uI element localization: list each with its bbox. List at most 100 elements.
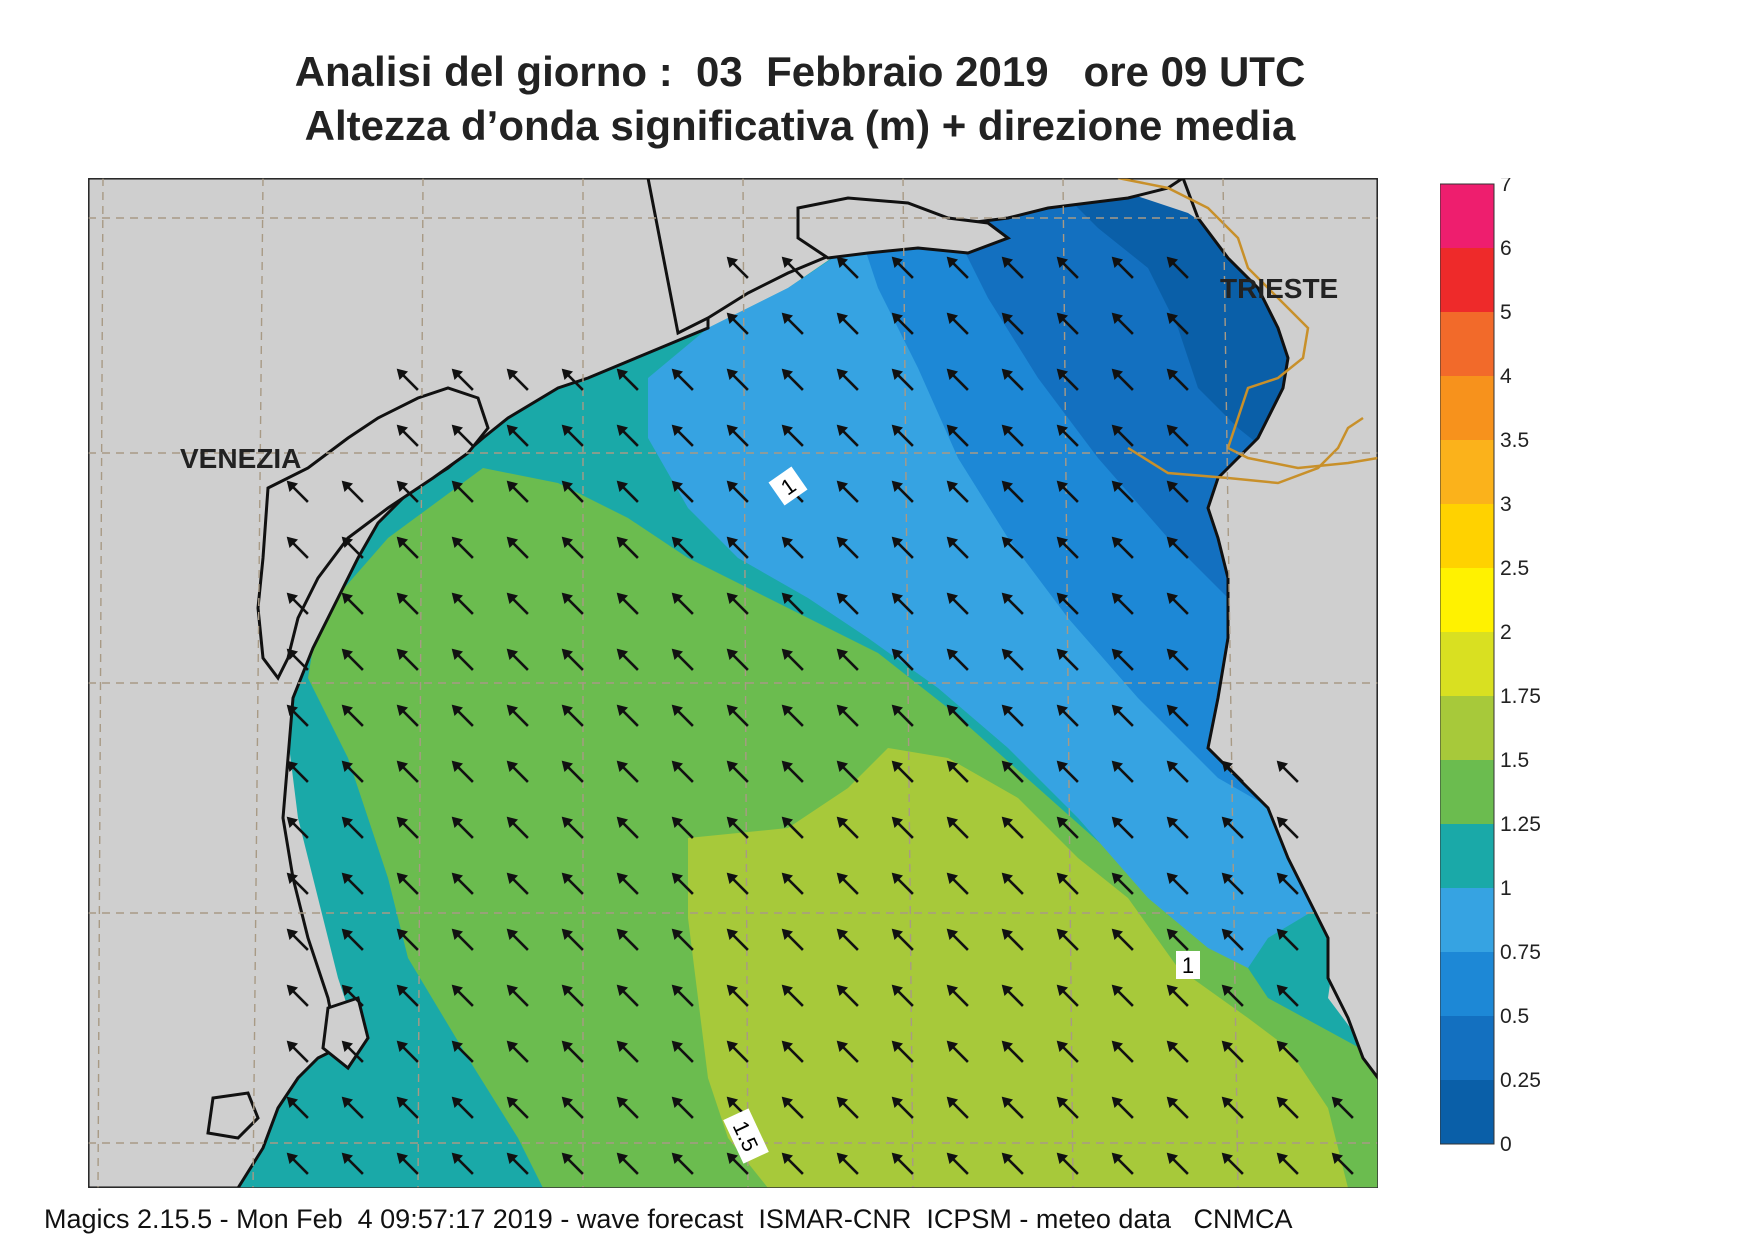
- wave-arrow: [561, 368, 584, 391]
- wave-arrow: [616, 480, 639, 503]
- wave-arrow: [1056, 1152, 1079, 1175]
- wave-direction-arrows: [286, 256, 1354, 1175]
- wave-arrow: [341, 1152, 364, 1175]
- wave-arrow: [1111, 592, 1134, 615]
- wave-arrow: [781, 1152, 804, 1175]
- wave-arrow: [781, 1040, 804, 1063]
- wave-arrow: [451, 1152, 474, 1175]
- wave-arrow: [671, 1040, 694, 1063]
- wave-arrow: [1276, 928, 1299, 951]
- wave-arrow: [286, 1096, 309, 1119]
- wave-arrow: [1221, 1152, 1244, 1175]
- wave-arrow: [286, 760, 309, 783]
- wave-arrow: [506, 536, 529, 559]
- wave-arrow: [726, 872, 749, 895]
- wave-arrow: [451, 536, 474, 559]
- wave-arrow: [561, 704, 584, 727]
- wave-arrow: [1001, 1096, 1024, 1119]
- wave-arrow: [1276, 984, 1299, 1007]
- wave-arrow: [561, 872, 584, 895]
- wave-arrow: [1056, 704, 1079, 727]
- wave-arrow: [506, 480, 529, 503]
- wave-arrow: [946, 368, 969, 391]
- sea-band-0-0.25: [1068, 193, 1328, 478]
- wave-arrow: [781, 704, 804, 727]
- wave-arrow: [451, 984, 474, 1007]
- wave-arrow: [506, 648, 529, 671]
- wave-arrow: [726, 760, 749, 783]
- svg-text:1: 1: [1182, 953, 1194, 978]
- wave-arrow: [671, 368, 694, 391]
- wave-arrow: [891, 704, 914, 727]
- wave-arrow: [1001, 760, 1024, 783]
- wave-arrow: [341, 1040, 364, 1063]
- wave-arrow: [1166, 928, 1189, 951]
- legend-swatch: [1440, 568, 1494, 632]
- wave-arrow: [1166, 648, 1189, 671]
- wave-arrow: [671, 1152, 694, 1175]
- wave-arrow: [506, 704, 529, 727]
- wave-arrow: [1056, 984, 1079, 1007]
- po-delta-island: [321, 996, 370, 1071]
- wave-arrow: [1111, 872, 1134, 895]
- wave-arrow: [341, 760, 364, 783]
- wave-arrow: [341, 984, 364, 1007]
- wave-arrow: [396, 704, 419, 727]
- wave-arrow: [1001, 368, 1024, 391]
- wave-arrow: [1166, 1152, 1189, 1175]
- map-grid: [88, 178, 1378, 1188]
- wave-arrow: [451, 760, 474, 783]
- wave-arrow: [1166, 760, 1189, 783]
- wave-arrow: [341, 1096, 364, 1119]
- wave-arrow: [506, 816, 529, 839]
- wave-arrow: [891, 312, 914, 335]
- wave-arrow: [1111, 1152, 1134, 1175]
- wave-arrow: [726, 816, 749, 839]
- wave-arrow: [561, 1096, 584, 1119]
- legend-tick-label: 1: [1500, 877, 1512, 900]
- wave-arrow: [836, 312, 859, 335]
- wave-arrow: [506, 760, 529, 783]
- legend-swatch: [1440, 184, 1494, 248]
- wave-arrow: [1001, 1040, 1024, 1063]
- istria-coast-land: [1181, 178, 1378, 1081]
- wave-arrow: [1221, 816, 1244, 839]
- wave-arrow: [1056, 928, 1079, 951]
- wave-arrow: [506, 872, 529, 895]
- wave-arrow: [781, 872, 804, 895]
- wave-arrow: [1276, 1152, 1299, 1175]
- wave-arrow: [1001, 984, 1024, 1007]
- wave-arrow: [946, 984, 969, 1007]
- wave-arrow: [451, 648, 474, 671]
- wave-arrow: [1166, 1040, 1189, 1063]
- wave-arrow: [451, 928, 474, 951]
- wave-arrow: [946, 760, 969, 783]
- wave-arrow: [616, 592, 639, 615]
- legend-swatch: [1440, 248, 1494, 312]
- legend-swatch: [1440, 504, 1494, 568]
- legend-swatch: [1440, 1016, 1494, 1080]
- wave-arrow: [836, 256, 859, 279]
- wave-arrow: [286, 928, 309, 951]
- wave-arrow: [781, 256, 804, 279]
- legend-tick-label: 4: [1500, 365, 1512, 388]
- wave-arrow: [891, 760, 914, 783]
- wave-arrow: [726, 592, 749, 615]
- wave-arrow: [1166, 536, 1189, 559]
- wave-arrow: [946, 704, 969, 727]
- wave-arrow: [891, 368, 914, 391]
- wave-arrow: [891, 480, 914, 503]
- wave-arrow: [286, 1152, 309, 1175]
- wave-arrow: [1166, 424, 1189, 447]
- wave-arrow: [1166, 1096, 1189, 1119]
- wave-arrow: [946, 256, 969, 279]
- wave-arrow: [1166, 592, 1189, 615]
- wave-arrow: [671, 984, 694, 1007]
- wave-arrow: [781, 928, 804, 951]
- legend-swatch: [1440, 888, 1494, 952]
- legend-tick-label: 1.25: [1500, 813, 1541, 836]
- wave-arrow: [1056, 368, 1079, 391]
- legend-tick-label: 3: [1500, 493, 1512, 516]
- wave-arrow: [561, 1040, 584, 1063]
- wave-arrow: [396, 592, 419, 615]
